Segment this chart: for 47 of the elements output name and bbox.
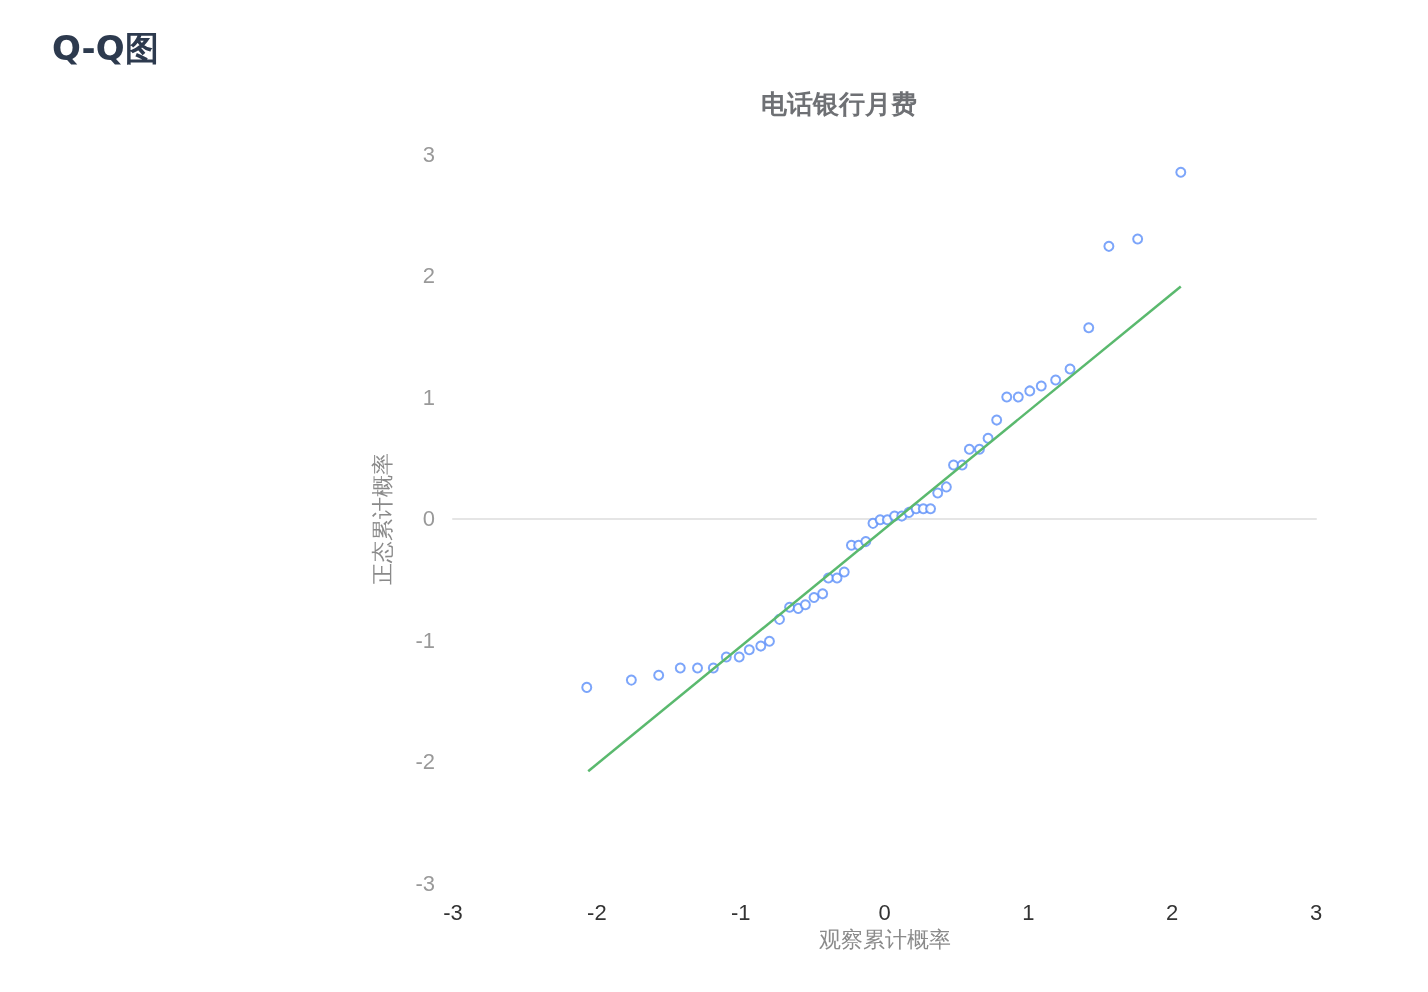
- x-tick-label: 2: [1166, 899, 1179, 925]
- y-tick-label: -3: [415, 870, 435, 896]
- point: [1132, 233, 1144, 245]
- point: [963, 443, 975, 455]
- y-tick-label: 2: [422, 263, 435, 288]
- text: Q-Q图: [52, 27, 159, 70]
- point: [763, 635, 775, 647]
- x-tick-label: -2: [587, 899, 607, 925]
- point: [817, 588, 829, 600]
- point: [831, 572, 843, 584]
- point: [1064, 363, 1076, 375]
- point: [1083, 322, 1095, 334]
- point: [1001, 391, 1013, 403]
- point: [932, 487, 944, 499]
- y-tick-label: 0: [422, 506, 435, 531]
- point: [653, 669, 665, 681]
- point: [733, 651, 745, 663]
- y-tick-label: -2: [415, 749, 435, 774]
- point: [692, 662, 704, 674]
- point: [838, 566, 850, 578]
- x-tick-label: -1: [730, 899, 751, 925]
- point: [674, 662, 686, 674]
- y-tick-label: 3: [422, 141, 435, 167]
- y-tick-label: 1: [422, 384, 435, 410]
- point: [991, 414, 1003, 426]
- point: [625, 674, 637, 686]
- point: [581, 681, 593, 693]
- point: [755, 640, 767, 652]
- point: [1012, 391, 1024, 403]
- point: [940, 481, 952, 493]
- point: [925, 503, 937, 515]
- x-tick-label: -3: [443, 899, 463, 925]
- point: [1175, 166, 1187, 178]
- point: [743, 644, 755, 656]
- point: [808, 591, 820, 603]
- point: [1050, 374, 1062, 386]
- y-tick-label: -1: [415, 627, 435, 653]
- point: [1035, 380, 1047, 392]
- x-tick-label: 3: [1309, 899, 1323, 925]
- chart-subtitle: 电话银行月费: [761, 89, 917, 119]
- y-axis-title: 正态累计概率: [369, 452, 395, 585]
- x-tick-label: 1: [1022, 899, 1035, 925]
- x-tick-label: 0: [878, 899, 891, 925]
- x-axis-title: 观察累计概率: [818, 926, 951, 952]
- point: [799, 599, 811, 611]
- point: [1103, 240, 1115, 252]
- point: [1024, 385, 1036, 397]
